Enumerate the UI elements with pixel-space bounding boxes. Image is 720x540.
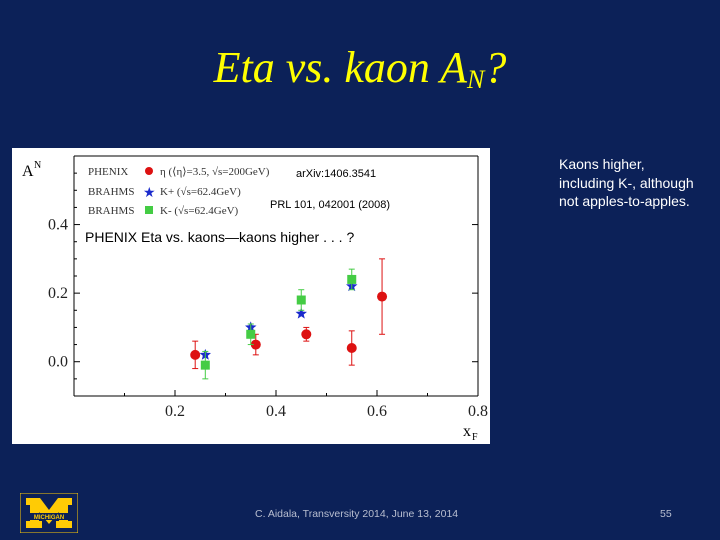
data-point-square [246,329,256,339]
y-axis-label-sub: N [34,160,41,171]
legend-entry: PHENIX η (⟨η⟩=3.5, √s=200GeV) [88,166,270,178]
title-subscript: N [467,65,485,94]
legend-experiment: PHENIX [88,166,128,178]
legend-text: η (⟨η⟩=3.5, √s=200GeV) [160,166,270,178]
legend-experiment: BRAHMS [88,205,134,217]
legend-marker-star: ★ [143,186,156,201]
data-point-square [200,360,210,370]
x-axis-label-sub: F [472,432,478,443]
annotations: arXiv:1406.3541 PRL 101, 042001 (2008) P… [85,168,390,245]
data-point-circle [301,329,312,340]
data-point-star [295,307,307,319]
slide-title: Eta vs. kaon AN? [0,40,720,108]
x-tick-label: 0.8 [468,403,488,420]
legend: PHENIX η (⟨η⟩=3.5, √s=200GeV) BRAHMS ★ K… [88,166,270,217]
data-point-circle [377,291,388,302]
data-points [190,258,388,380]
legend-text: K+ (√s=62.4GeV) [160,186,241,198]
legend-marker-circle [145,167,153,175]
legend-entry: BRAHMS ★ K+ (√s=62.4GeV) [88,186,241,201]
university-logo: MICHIGAN [19,492,79,534]
legend-entry: BRAHMS K- (√s=62.4GeV) [88,205,239,217]
chart-figure: 0.2 0.4 0.6 0.8 0.0 0.2 0.4 A N x F PHENIX η (… [12,148,490,444]
page-number: 55 [660,508,672,520]
annotation-prl: PRL 101, 042001 (2008) [270,199,390,211]
footer-text: C. Aidala, Transversity 2014, June 13, 2… [255,508,459,520]
y-tick-label: 0.0 [48,354,68,371]
annotation-comparison: PHENIX Eta vs. kaons—kaons higher . . . … [85,229,354,245]
ticks: 0.2 0.4 0.6 0.8 0.0 0.2 0.4 [48,172,488,420]
data-point-circle [346,343,357,353]
logo-text: MICHIGAN [34,515,64,521]
x-axis-label-text: x [463,423,471,440]
x-tick-label: 0.2 [165,403,185,420]
data-point-square [347,274,357,284]
data-point-circle [250,339,261,350]
y-axis-label-text: A [22,163,34,180]
data-point-circle [190,349,201,360]
title-end: ? [484,43,507,92]
legend-text: K- (√s=62.4GeV) [160,205,239,217]
scatter-chart: 0.2 0.4 0.6 0.8 0.0 0.2 0.4 A N x F PHENIX η (… [22,155,488,443]
block-m-icon: MICHIGAN [19,492,79,534]
y-tick-label: 0.2 [48,285,68,302]
title-main: Eta vs. kaon A [213,43,468,92]
legend-marker-square [145,206,153,214]
data-point-square [296,295,306,305]
annotation-arxiv: arXiv:1406.3541 [296,168,376,180]
y-tick-label: 0.4 [48,217,68,234]
x-tick-label: 0.4 [266,403,286,420]
x-axis-label: x F [463,423,478,443]
axes [73,155,479,397]
x-tick-label: 0.6 [367,403,387,420]
side-note: Kaons higher, including K-, although not… [559,156,694,209]
legend-experiment: BRAHMS [88,186,134,198]
y-axis-label: A N [22,160,41,180]
